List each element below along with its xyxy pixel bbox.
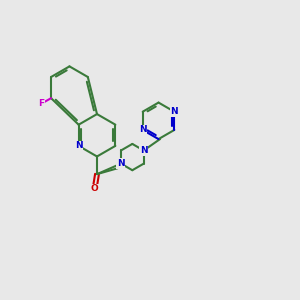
Text: N: N <box>75 141 83 150</box>
Text: O: O <box>91 184 98 194</box>
Text: N: N <box>140 146 148 155</box>
Text: N: N <box>170 107 178 116</box>
Text: N: N <box>139 125 146 134</box>
Text: F: F <box>39 99 45 108</box>
Text: N: N <box>117 159 125 168</box>
